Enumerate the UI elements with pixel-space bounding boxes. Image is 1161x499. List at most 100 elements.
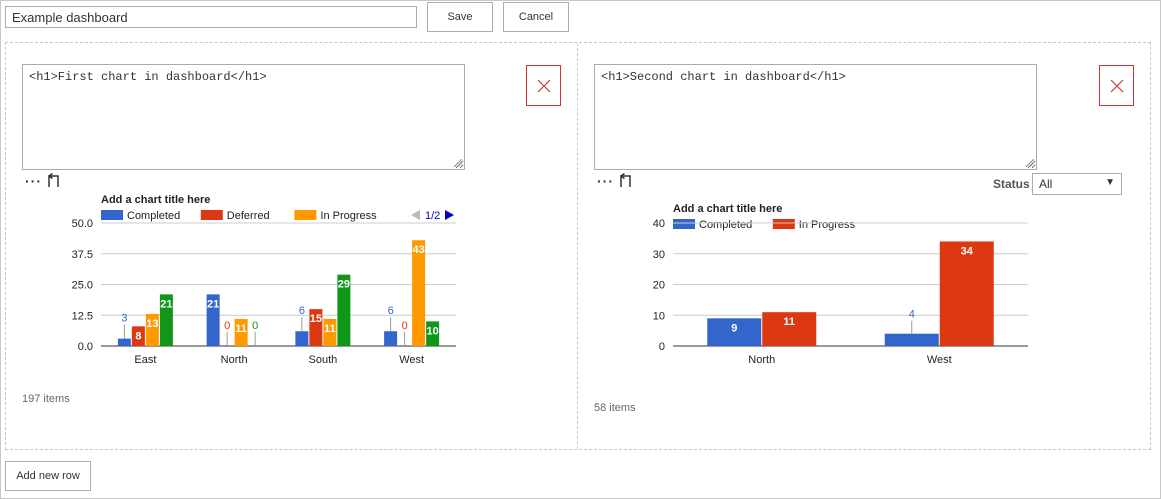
chevron-down-icon: ▼: [1105, 177, 1115, 188]
x-tick-label: East: [134, 354, 156, 366]
delete-chart-button-1[interactable]: [526, 65, 561, 106]
legend-label: In Progress: [799, 219, 856, 231]
legend-swatch: [101, 210, 123, 220]
bar: [309, 309, 323, 346]
html-editor-2[interactable]: <h1>Second chart in dashboard</h1>: [594, 64, 1037, 170]
status-filter-label: Status: [993, 177, 1030, 191]
data-label: 10: [427, 325, 439, 337]
bar: [295, 331, 309, 346]
y-tick-label: 12.5: [72, 310, 93, 322]
bar: [884, 333, 939, 346]
data-label: 11: [783, 316, 795, 328]
bar: [159, 294, 173, 346]
resize-grip-icon[interactable]: [454, 159, 462, 167]
close-icon: [1110, 79, 1123, 92]
bar: [337, 274, 351, 346]
legend-label: Completed: [699, 219, 752, 231]
items-count-1: 197 items: [22, 393, 70, 405]
dashboard-row: <h1>First chart in dashboard</h1> ··· Ad…: [5, 42, 1151, 450]
status-filter-value: All: [1039, 177, 1053, 191]
status-filter-select[interactable]: All ▼: [1032, 173, 1122, 195]
data-label: 21: [160, 298, 172, 310]
add-new-row-button[interactable]: Add new row: [5, 461, 91, 491]
x-tick-label: South: [309, 354, 338, 366]
editor-text-2: <h1>Second chart in dashboard</h1>: [601, 70, 846, 84]
editor-text-1: <h1>First chart in dashboard</h1>: [29, 70, 267, 84]
bar: [426, 321, 440, 346]
y-tick-label: 20: [653, 280, 665, 292]
ellipsis-icon[interactable]: ···: [597, 173, 614, 189]
chart-title: Add a chart title here: [673, 203, 782, 215]
x-tick-label: West: [927, 354, 952, 366]
data-label: 0: [402, 320, 408, 332]
dashboard-title-input[interactable]: [5, 6, 417, 28]
delete-chart-button-2[interactable]: [1099, 65, 1134, 106]
x-tick-label: North: [748, 354, 775, 366]
data-label: 6: [388, 305, 394, 317]
legend-label: Completed: [127, 210, 180, 222]
legend-label: Deferred: [227, 210, 270, 222]
legend-label: In Progress: [320, 210, 377, 222]
legend-next-icon: [445, 210, 454, 220]
y-tick-label: 25.0: [72, 280, 93, 292]
data-label: 21: [207, 298, 219, 310]
x-tick-label: North: [221, 354, 248, 366]
data-label: 29: [338, 279, 350, 291]
data-label: 0: [252, 320, 258, 332]
y-tick-label: 30: [653, 249, 665, 261]
y-tick-label: 10: [653, 310, 665, 322]
chart-panel-1: <h1>First chart in dashboard</h1> ··· Ad…: [6, 43, 577, 449]
data-label: 43: [413, 244, 425, 256]
bar: [206, 294, 220, 346]
data-label: 11: [235, 323, 247, 335]
data-label: 4: [909, 309, 915, 321]
x-tick-label: West: [399, 354, 424, 366]
data-label: 13: [146, 318, 158, 330]
html-editor-1[interactable]: <h1>First chart in dashboard</h1>: [22, 64, 465, 170]
data-label: 9: [731, 322, 737, 334]
bar: [762, 312, 817, 346]
legend-pager-label: 1/2: [425, 210, 440, 222]
bar: [117, 338, 131, 346]
undo-icon[interactable]: [618, 173, 634, 189]
data-label: 34: [961, 245, 974, 257]
legend-prev-icon: [411, 210, 420, 220]
undo-icon[interactable]: [46, 173, 62, 189]
bar: [412, 240, 426, 346]
column-divider: [577, 43, 578, 449]
legend-swatch: [673, 219, 695, 229]
y-tick-label: 50.0: [72, 218, 93, 230]
cancel-button[interactable]: Cancel: [503, 2, 569, 32]
bar: [323, 318, 337, 346]
data-label: 3: [121, 313, 127, 325]
y-tick-label: 0: [659, 341, 665, 353]
bar: [131, 326, 145, 346]
legend-swatch: [294, 210, 317, 220]
data-label: 0: [224, 320, 230, 332]
chart-svg: Add a chart title here Completed In Progre…: [653, 203, 1028, 366]
legend-swatch: [772, 219, 795, 229]
bar: [145, 314, 159, 346]
legend-swatch: [200, 210, 223, 220]
y-tick-label: 40: [653, 218, 665, 230]
data-label: 8: [135, 330, 141, 342]
data-label: 6: [299, 305, 305, 317]
y-tick-label: 37.5: [72, 249, 93, 261]
items-count-2: 58 items: [594, 402, 636, 414]
chart-title: Add a chart title here: [101, 194, 210, 206]
chart-panel-2: <h1>Second chart in dashboard</h1> ··· S…: [578, 43, 1152, 449]
data-label: 15: [310, 313, 322, 325]
bar: [707, 318, 762, 346]
ellipsis-icon[interactable]: ···: [25, 173, 42, 189]
bar: [234, 318, 248, 346]
save-button[interactable]: Save: [427, 2, 493, 32]
data-label: 11: [324, 323, 336, 335]
bar-chart-2: Add a chart title here Completed In Progre…: [623, 200, 1043, 385]
bar-chart-1: Add a chart title here Completed Deferred I…: [51, 191, 471, 376]
bar: [384, 331, 398, 346]
resize-grip-icon[interactable]: [1026, 159, 1034, 167]
close-icon: [537, 79, 550, 92]
bar: [939, 241, 994, 346]
chart-svg: Add a chart title here Completed Deferred I…: [72, 194, 456, 366]
y-tick-label: 0.0: [78, 341, 93, 353]
